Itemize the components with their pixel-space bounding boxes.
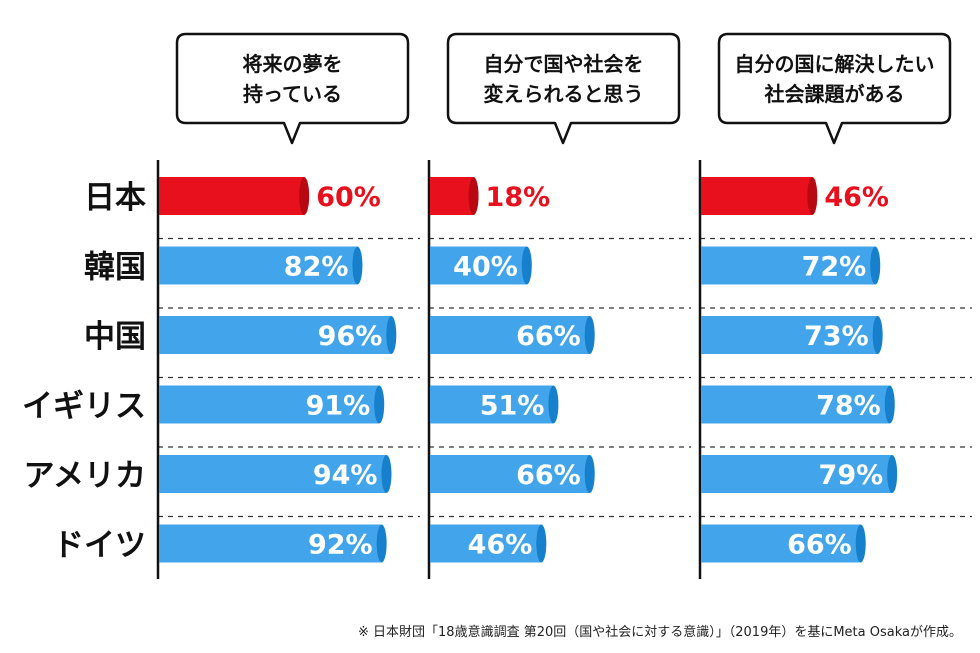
value-label: 46% xyxy=(468,530,533,561)
panel-axes xyxy=(156,160,702,579)
bar-cap xyxy=(584,455,595,493)
bar-cap xyxy=(468,177,479,215)
bar xyxy=(159,246,358,285)
value-label: 18% xyxy=(486,182,551,213)
row-dividers xyxy=(158,237,972,518)
bar-cap xyxy=(584,316,595,354)
bar-cap xyxy=(352,246,363,285)
bar-cap xyxy=(376,524,387,563)
bar xyxy=(430,455,590,493)
bar xyxy=(701,316,878,354)
bar-cap xyxy=(299,177,310,215)
bar xyxy=(430,524,542,563)
value-label: 96% xyxy=(318,321,383,352)
bar xyxy=(430,385,554,424)
question-bubble xyxy=(175,32,410,145)
question-bubble xyxy=(717,32,952,145)
question-line: 自分の国に解決したい xyxy=(735,52,935,76)
value-label: 92% xyxy=(308,530,373,561)
question-bubble xyxy=(446,32,681,145)
question-text: 将来の夢を持っている xyxy=(243,52,343,106)
bar-cap xyxy=(887,455,898,493)
question-line: 社会課題がある xyxy=(764,82,905,106)
bar xyxy=(701,385,890,424)
bar-cap xyxy=(374,385,385,424)
country-label: 日本 xyxy=(84,180,146,216)
question-text: 自分で国や社会を変えられると思う xyxy=(484,52,644,106)
bar xyxy=(159,455,387,493)
bar-cap xyxy=(386,316,397,354)
bar xyxy=(430,177,474,215)
value-label: 66% xyxy=(516,460,581,491)
bar xyxy=(701,246,876,285)
value-label: 46% xyxy=(824,182,889,213)
bar-cap xyxy=(521,246,532,285)
bar xyxy=(701,455,893,493)
value-label: 51% xyxy=(480,391,545,422)
value-label: 60% xyxy=(316,182,381,213)
question-line: 将来の夢を xyxy=(243,52,343,76)
value-label: 73% xyxy=(804,321,869,352)
question-line: 自分で国や社会を xyxy=(484,52,644,76)
bar xyxy=(159,385,380,424)
bar xyxy=(430,246,527,285)
bar-cap xyxy=(870,246,881,285)
country-label: アメリカ xyxy=(24,458,146,494)
bar xyxy=(159,524,382,563)
source-note: ※ 日本財団「18歳意識調査 第20回（国や社会に対する意識）」（2019年）を… xyxy=(358,624,962,640)
value-label: 66% xyxy=(516,321,581,352)
bars: 60% 82% 96% 91% 94% 92% 18% 40% 66% 51% 66% 46% 46% 7… xyxy=(159,177,898,563)
bar xyxy=(701,524,861,563)
bar-cap xyxy=(807,177,818,215)
bar-cap xyxy=(548,385,559,424)
bar-cap xyxy=(872,316,883,354)
question-line: 変えられると思う xyxy=(484,82,644,106)
value-label: 94% xyxy=(313,460,378,491)
bar xyxy=(701,177,813,215)
country-label: 中国 xyxy=(84,319,146,355)
question-bubbles: 将来の夢を持っている 自分で国や社会を変えられると思う 自分の国に解決したい社会課題… xyxy=(175,32,952,145)
value-label: 40% xyxy=(453,252,518,283)
question-line: 持っている xyxy=(243,82,342,106)
value-label: 72% xyxy=(802,252,867,283)
value-label: 91% xyxy=(306,391,371,422)
question-text: 自分の国に解決したい社会課題がある xyxy=(735,52,935,106)
value-label: 82% xyxy=(284,252,349,283)
country-label: イギリス xyxy=(22,389,146,425)
country-label: 韓国 xyxy=(84,250,146,286)
bar xyxy=(159,177,305,215)
value-label: 79% xyxy=(819,460,884,491)
bar xyxy=(430,316,590,354)
bar-cap xyxy=(855,524,866,563)
bar-cap xyxy=(536,524,547,563)
bar-cap xyxy=(884,385,895,424)
bar-cap xyxy=(381,455,392,493)
value-label: 78% xyxy=(816,391,881,422)
value-label: 66% xyxy=(787,530,852,561)
bar xyxy=(159,316,392,354)
country-label: ドイツ xyxy=(53,528,146,564)
